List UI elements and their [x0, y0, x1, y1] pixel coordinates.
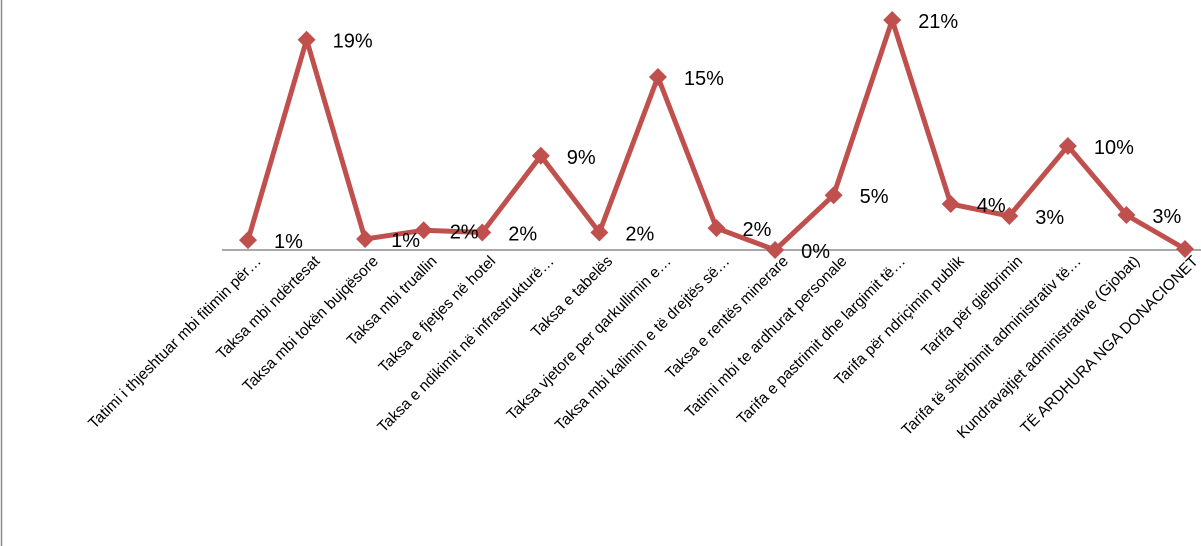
x-tick-label: Taksa mbi ndërtesat [213, 252, 324, 363]
data-point-marker [297, 30, 316, 49]
data-label: 1% [391, 230, 420, 252]
data-label: 9% [567, 147, 596, 169]
data-label: 3% [1152, 206, 1181, 228]
data-point-marker [473, 223, 492, 242]
data-point-marker [1058, 136, 1077, 155]
data-labels: 1%19%1%2%2%9%2%15%2%0%5%21%4%3%10%3%0.09… [274, 11, 1182, 263]
data-point-marker [707, 219, 726, 238]
data-point-marker [883, 11, 902, 29]
data-label: 21% [918, 11, 958, 33]
data-label: 1% [274, 231, 303, 253]
data-label: 10% [1094, 137, 1134, 159]
data-point-marker [824, 186, 843, 205]
data-label: 4% [977, 195, 1006, 217]
data-label: 15% [684, 68, 724, 90]
data-label: 2% [625, 224, 654, 246]
data-point-marker [239, 231, 257, 250]
data-point-marker [941, 195, 960, 213]
data-label: 19% [333, 31, 373, 53]
data-point-marker [1117, 205, 1136, 224]
data-label: 2% [450, 221, 479, 243]
series-markers [239, 11, 1194, 259]
data-point-marker [531, 146, 550, 165]
data-point-marker [1176, 240, 1194, 259]
data-point-marker [1000, 207, 1019, 226]
data-point-marker [356, 230, 375, 249]
data-point-marker [648, 67, 667, 86]
data-label: 5% [860, 186, 889, 208]
data-point-marker [766, 241, 785, 259]
data-label: 3% [1035, 207, 1064, 229]
x-tick-label: Taksa e fjetjes në hotel [376, 253, 500, 377]
x-tick-label: Tarifa për gjelbrimin [918, 253, 1026, 361]
data-label: 2% [743, 219, 772, 241]
data-label: 2% [508, 224, 537, 246]
data-label: 0% [801, 241, 830, 263]
x-tick-labels: Tatimi i thjeshtuar mbi fitimin për…Taks… [85, 252, 1201, 442]
data-point-marker [414, 221, 433, 240]
data-point-marker [590, 223, 609, 242]
